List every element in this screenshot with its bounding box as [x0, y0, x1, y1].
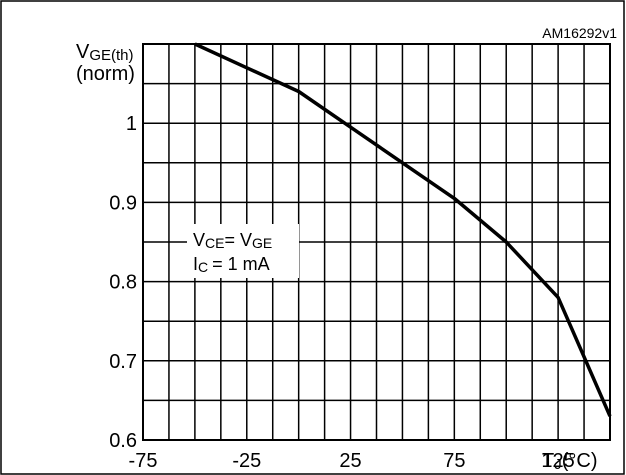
annotation-vge-sub: GE: [252, 235, 272, 251]
series-line: [194, 42, 612, 417]
y-tick-label: 0.7: [109, 351, 137, 373]
annotation-line-2: IC = 1 mA: [193, 254, 270, 275]
x-axis-label: TJ(°C): [542, 450, 597, 473]
annotation-vce-sub: CE: [205, 235, 224, 251]
grid-lines: [143, 44, 610, 440]
annotation-eq-vge: = V: [224, 230, 252, 250]
annotation-vce: V: [193, 230, 205, 250]
x-axis-label-unit: (°C): [562, 450, 598, 472]
y-axis-label: VGE(th): [76, 41, 134, 64]
x-tick-label: 75: [443, 450, 465, 472]
y-tick-label: 0.6: [109, 430, 137, 452]
x-tick-label: 25: [339, 450, 361, 472]
figure-id: AM16292v1: [542, 25, 617, 41]
annotation-ic-value: = 1 mA: [212, 254, 270, 274]
y-tick-label: 0.9: [109, 192, 137, 214]
y-tick-labels: 0.6 0.7 0.8 0.9 1: [109, 113, 137, 452]
x-axis-label-main: T: [542, 450, 554, 472]
annotation-background: [187, 224, 299, 278]
x-tick-label: -25: [232, 450, 261, 472]
y-tick-label: 0.8: [109, 272, 137, 294]
x-tick-labels: -75 -25 25 75 125: [129, 450, 575, 472]
x-tick-label: 125: [541, 450, 574, 472]
y-axis-label-line2: (norm): [76, 63, 135, 85]
plot-border: [142, 43, 611, 441]
x-tick-label: -75: [129, 450, 158, 472]
y-axis-label-main: V: [76, 41, 90, 63]
annotation-line-1: VCE= VGE: [193, 230, 272, 251]
annotation-ic-sub: C: [198, 259, 208, 275]
x-axis-label-sub: J: [554, 456, 562, 473]
y-axis-label-sub: GE(th): [89, 47, 133, 64]
annotation-ic: I: [193, 254, 198, 274]
y-tick-label: 1: [126, 113, 137, 135]
